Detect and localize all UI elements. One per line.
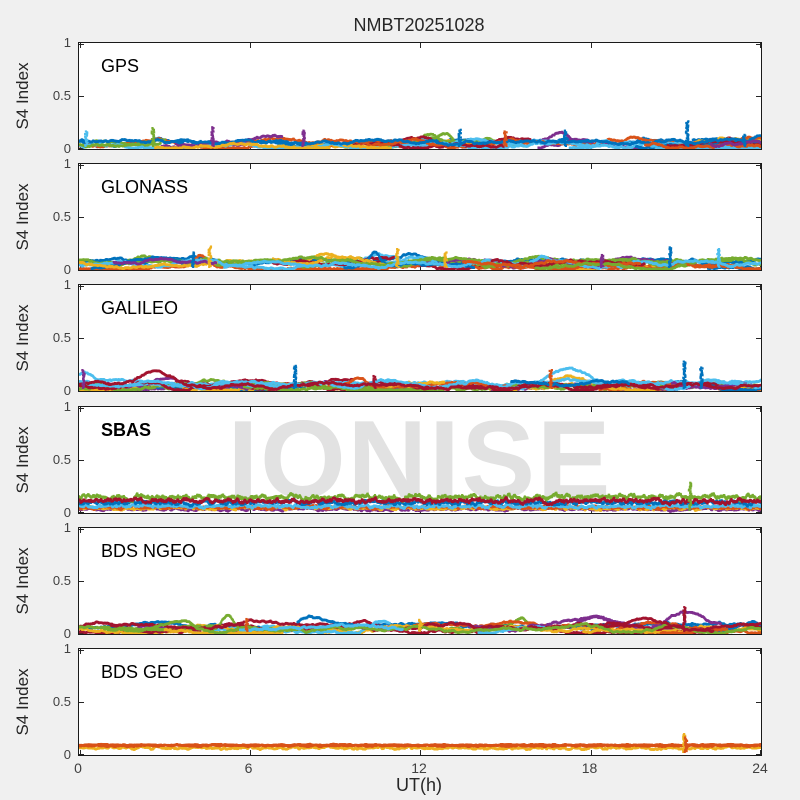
y-tick-label: 0: [63, 262, 71, 277]
x-tick-label: 6: [244, 760, 253, 776]
y-tick-label: 1: [63, 520, 71, 535]
y-axis-label: S4 Index: [13, 62, 32, 130]
x-axis-label: UT(h): [396, 775, 442, 795]
x-tick-label: 0: [74, 760, 82, 776]
x-tick-label: 12: [411, 760, 427, 776]
panel-bds-ngeo: S4 Index 1 0.5 0 BDS NGEO: [13, 520, 762, 641]
y-tick-label: 0.5: [52, 573, 71, 588]
y-tick-label: 0.5: [52, 88, 71, 103]
y-tick-label: 0: [63, 383, 71, 398]
x-tick-label: 18: [581, 760, 598, 776]
y-tick-label: 1: [63, 399, 71, 414]
panel-canvas-gps: [79, 43, 761, 149]
y-tick-label: 0: [63, 505, 71, 520]
chart-title: NMBT20251028: [353, 15, 485, 35]
y-tick-label: 1: [63, 277, 71, 292]
panel-label-bds-ngeo: BDS NGEO: [101, 541, 197, 561]
y-axis-label: S4 Index: [13, 547, 32, 615]
panel-glonass: S4 Index 1 0.5 0 GLONASS: [13, 156, 762, 277]
x-tick-label: 24: [752, 760, 768, 776]
y-tick-label: 0.5: [52, 330, 71, 345]
y-tick-label: 1: [63, 641, 71, 656]
panel-gps: S4 Index 1 0.5 0 GPS: [13, 35, 762, 156]
panel-label-glonass: GLONASS: [101, 177, 189, 197]
panel-label-galileo: GALILEO: [101, 298, 179, 318]
y-axis-label: S4 Index: [13, 426, 32, 494]
panel-canvas-galileo: [79, 285, 761, 391]
panel-label-bds-geo: BDS GEO: [101, 662, 184, 682]
panel-label-gps: GPS: [101, 56, 140, 76]
y-tick-label: 0: [63, 626, 71, 641]
panel-galileo: S4 Index 1 0.5 0 GALILEO: [13, 277, 762, 398]
y-axis-label: S4 Index: [13, 183, 32, 251]
y-tick-label: 0.5: [52, 209, 71, 224]
panel-bds-geo: S4 Index 1 0.5 0 BDS GEO: [13, 641, 762, 762]
y-tick-label: 0.5: [52, 452, 71, 467]
panel-canvas-bds-geo: [79, 649, 761, 755]
panel-canvas-glonass: [79, 164, 761, 270]
y-tick-label: 0: [63, 747, 71, 762]
panel-canvas-bds-ngeo: [79, 528, 761, 634]
panel-label-sbas: SBAS: [101, 420, 152, 440]
y-tick-label: 1: [63, 35, 71, 50]
panel-canvas-sbas: [79, 407, 761, 513]
y-tick-label: 0.5: [52, 694, 71, 709]
y-axis-label: S4 Index: [13, 304, 32, 372]
y-axis-label: S4 Index: [13, 668, 32, 736]
y-tick-label: 1: [63, 156, 71, 171]
y-tick-label: 0: [63, 141, 71, 156]
